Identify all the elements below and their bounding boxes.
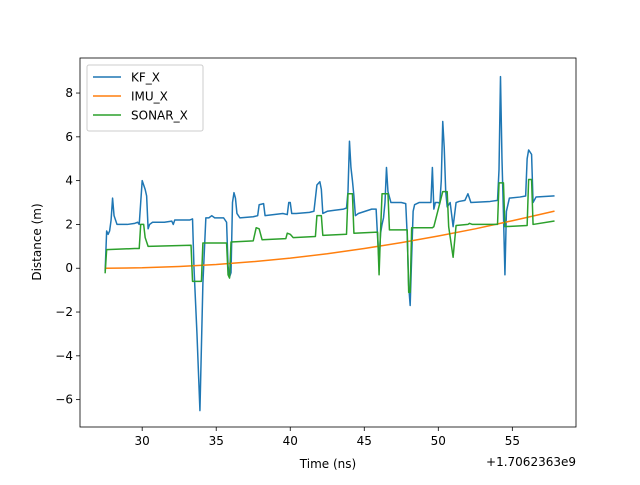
y-tick-label: −4 xyxy=(55,349,73,363)
y-tick-label: −2 xyxy=(55,305,73,319)
y-tick-label: 6 xyxy=(65,130,73,144)
x-tick-label: 30 xyxy=(135,434,150,448)
x-axis-offset-label: +1.7062363e9 xyxy=(486,455,576,469)
x-axis-label: Time (ns) xyxy=(299,457,356,471)
legend-label: IMU_X xyxy=(131,90,168,104)
x-tick-label: 40 xyxy=(283,434,298,448)
series-line-sonar-x xyxy=(104,178,555,294)
y-axis-ticks: −6 −4 −2 0 2 4 6 8 xyxy=(55,86,80,407)
y-tick-label: 2 xyxy=(65,217,73,231)
y-axis-label: Distance (m) xyxy=(30,203,44,280)
legend-label: KF_X xyxy=(131,71,160,85)
y-tick-label: 0 xyxy=(65,261,73,275)
legend-label: SONAR_X xyxy=(131,109,188,123)
x-axis-ticks: 30 35 40 45 50 55 xyxy=(135,427,520,448)
series-line-kf-x xyxy=(104,75,555,412)
x-tick-label: 45 xyxy=(357,434,372,448)
y-tick-label: 8 xyxy=(65,86,73,100)
plot-lines xyxy=(104,75,555,412)
x-tick-label: 55 xyxy=(505,434,520,448)
x-tick-label: 50 xyxy=(431,434,446,448)
legend: KF_X IMU_X SONAR_X xyxy=(86,64,204,132)
x-tick-label: 35 xyxy=(209,434,224,448)
y-tick-label: 4 xyxy=(65,174,73,188)
y-tick-label: −6 xyxy=(55,393,73,407)
series-line-imu-x xyxy=(104,210,555,269)
plot-frame xyxy=(79,57,577,428)
